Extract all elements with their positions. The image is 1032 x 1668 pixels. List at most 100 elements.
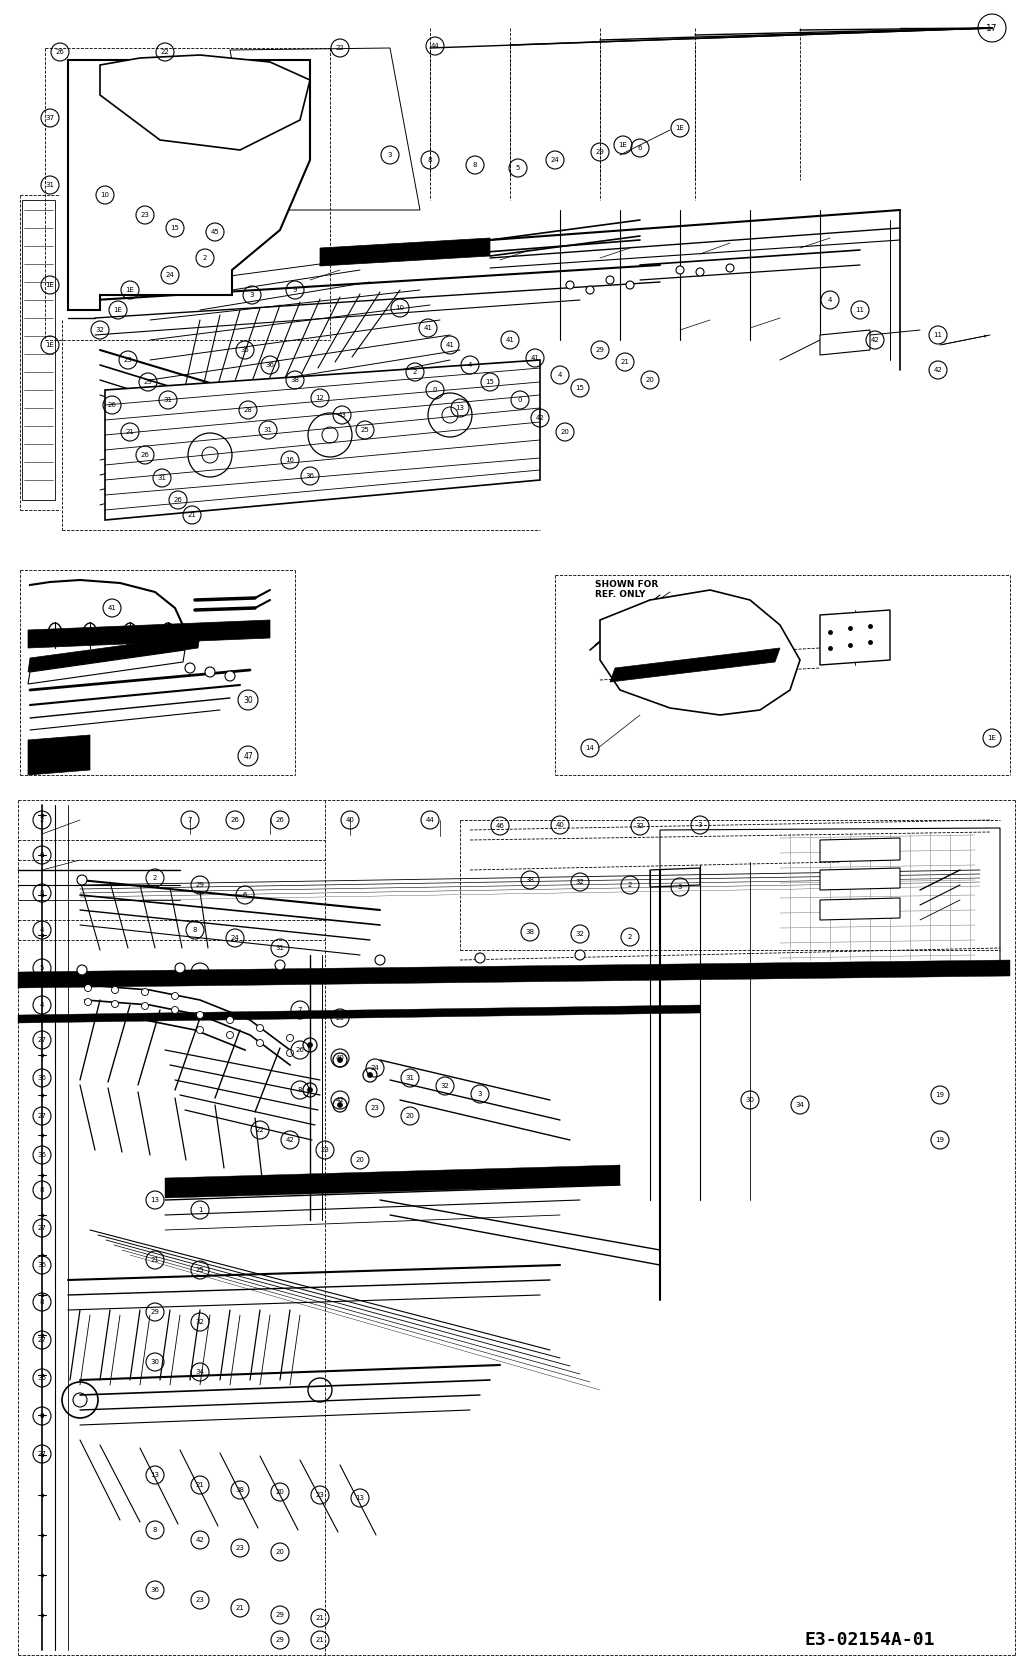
Text: 21: 21 (235, 1605, 245, 1611)
Text: 20: 20 (406, 1113, 415, 1119)
Text: 23: 23 (370, 1104, 380, 1111)
Circle shape (77, 876, 87, 886)
Text: 30: 30 (244, 696, 253, 704)
Text: 26: 26 (295, 1048, 304, 1053)
Text: 13: 13 (151, 1198, 160, 1203)
Text: 36: 36 (265, 362, 275, 369)
Text: 1: 1 (198, 1208, 202, 1213)
Circle shape (287, 1034, 293, 1041)
Text: 29: 29 (195, 882, 204, 887)
Text: 24: 24 (230, 936, 239, 941)
Text: SHOWN FOR
REF. ONLY: SHOWN FOR REF. ONLY (595, 580, 658, 599)
Text: 8: 8 (473, 162, 477, 168)
Circle shape (225, 671, 235, 681)
Text: 23: 23 (321, 1148, 329, 1153)
Polygon shape (820, 837, 900, 862)
Text: 4: 4 (40, 927, 44, 932)
Text: 13: 13 (355, 1495, 364, 1501)
Polygon shape (18, 1006, 700, 1022)
Circle shape (337, 1058, 343, 1063)
Polygon shape (68, 60, 310, 310)
Text: 8: 8 (40, 1299, 44, 1304)
Text: 4: 4 (40, 1002, 44, 1007)
Text: 22: 22 (161, 48, 169, 55)
Text: 34: 34 (796, 1103, 804, 1108)
Text: 42: 42 (286, 1138, 294, 1143)
Text: 7: 7 (188, 817, 192, 822)
Text: 36: 36 (37, 1374, 46, 1381)
Circle shape (196, 1011, 203, 1019)
Text: 41: 41 (423, 325, 432, 330)
Circle shape (367, 1073, 373, 1078)
Circle shape (141, 989, 149, 996)
Text: 26: 26 (56, 48, 64, 55)
Text: 23: 23 (124, 357, 132, 364)
Text: 32: 32 (636, 822, 644, 829)
Text: 21: 21 (620, 359, 630, 365)
Text: 3: 3 (478, 1091, 482, 1098)
Circle shape (226, 1016, 233, 1024)
Text: 41: 41 (446, 342, 454, 349)
Text: 38: 38 (290, 377, 299, 384)
Text: 1E: 1E (988, 736, 997, 741)
Circle shape (77, 966, 87, 976)
Text: 22: 22 (256, 1128, 264, 1133)
Text: 32: 32 (576, 931, 584, 937)
Text: 34: 34 (195, 1369, 204, 1374)
Text: 13: 13 (455, 405, 464, 410)
Text: 2: 2 (153, 876, 157, 881)
Polygon shape (820, 330, 870, 355)
Text: 7: 7 (298, 1007, 302, 1012)
Text: 8: 8 (40, 891, 44, 896)
Text: 27: 27 (37, 1338, 46, 1343)
Text: 42: 42 (335, 1098, 345, 1103)
Text: 37: 37 (45, 115, 55, 122)
Circle shape (185, 662, 195, 672)
Circle shape (171, 1006, 179, 1014)
Text: 8: 8 (427, 157, 432, 163)
Text: 2: 2 (627, 934, 633, 941)
Text: 0: 0 (518, 397, 522, 404)
Text: 2: 2 (627, 882, 633, 887)
Text: 27: 27 (37, 1451, 46, 1458)
Text: 11: 11 (856, 307, 865, 314)
Circle shape (196, 1026, 203, 1034)
Text: 23: 23 (235, 1545, 245, 1551)
Text: 5: 5 (516, 165, 520, 172)
Text: 38: 38 (525, 877, 535, 882)
Text: 29: 29 (595, 347, 605, 354)
Polygon shape (28, 636, 200, 672)
Text: 6: 6 (638, 145, 642, 152)
Circle shape (308, 1088, 313, 1093)
Text: 38: 38 (235, 1486, 245, 1493)
Circle shape (171, 992, 179, 999)
Circle shape (141, 1002, 149, 1009)
Text: 15: 15 (576, 385, 584, 390)
Text: 4: 4 (828, 297, 832, 304)
Text: 27: 27 (37, 1113, 46, 1119)
Text: 29: 29 (143, 379, 153, 385)
Text: 32: 32 (441, 1083, 450, 1089)
Text: 28: 28 (244, 407, 253, 414)
Text: 15: 15 (170, 225, 180, 230)
Text: 21: 21 (195, 1481, 204, 1488)
Text: 19: 19 (935, 1093, 944, 1098)
Circle shape (586, 285, 594, 294)
Text: 20: 20 (356, 1158, 364, 1163)
Polygon shape (820, 610, 890, 666)
Text: 29: 29 (276, 1611, 285, 1618)
Text: 1E: 1E (45, 282, 55, 289)
Circle shape (575, 951, 585, 961)
Text: 21: 21 (126, 429, 134, 435)
Text: 25: 25 (360, 427, 369, 434)
Circle shape (111, 1001, 119, 1007)
Text: 32: 32 (96, 327, 104, 334)
Text: 8: 8 (298, 1088, 302, 1093)
Text: 5: 5 (40, 966, 44, 971)
Circle shape (626, 280, 634, 289)
Text: 3: 3 (678, 884, 682, 891)
Circle shape (308, 1042, 313, 1048)
Text: 24: 24 (551, 157, 559, 163)
Circle shape (205, 667, 215, 677)
Text: 8: 8 (193, 927, 197, 932)
